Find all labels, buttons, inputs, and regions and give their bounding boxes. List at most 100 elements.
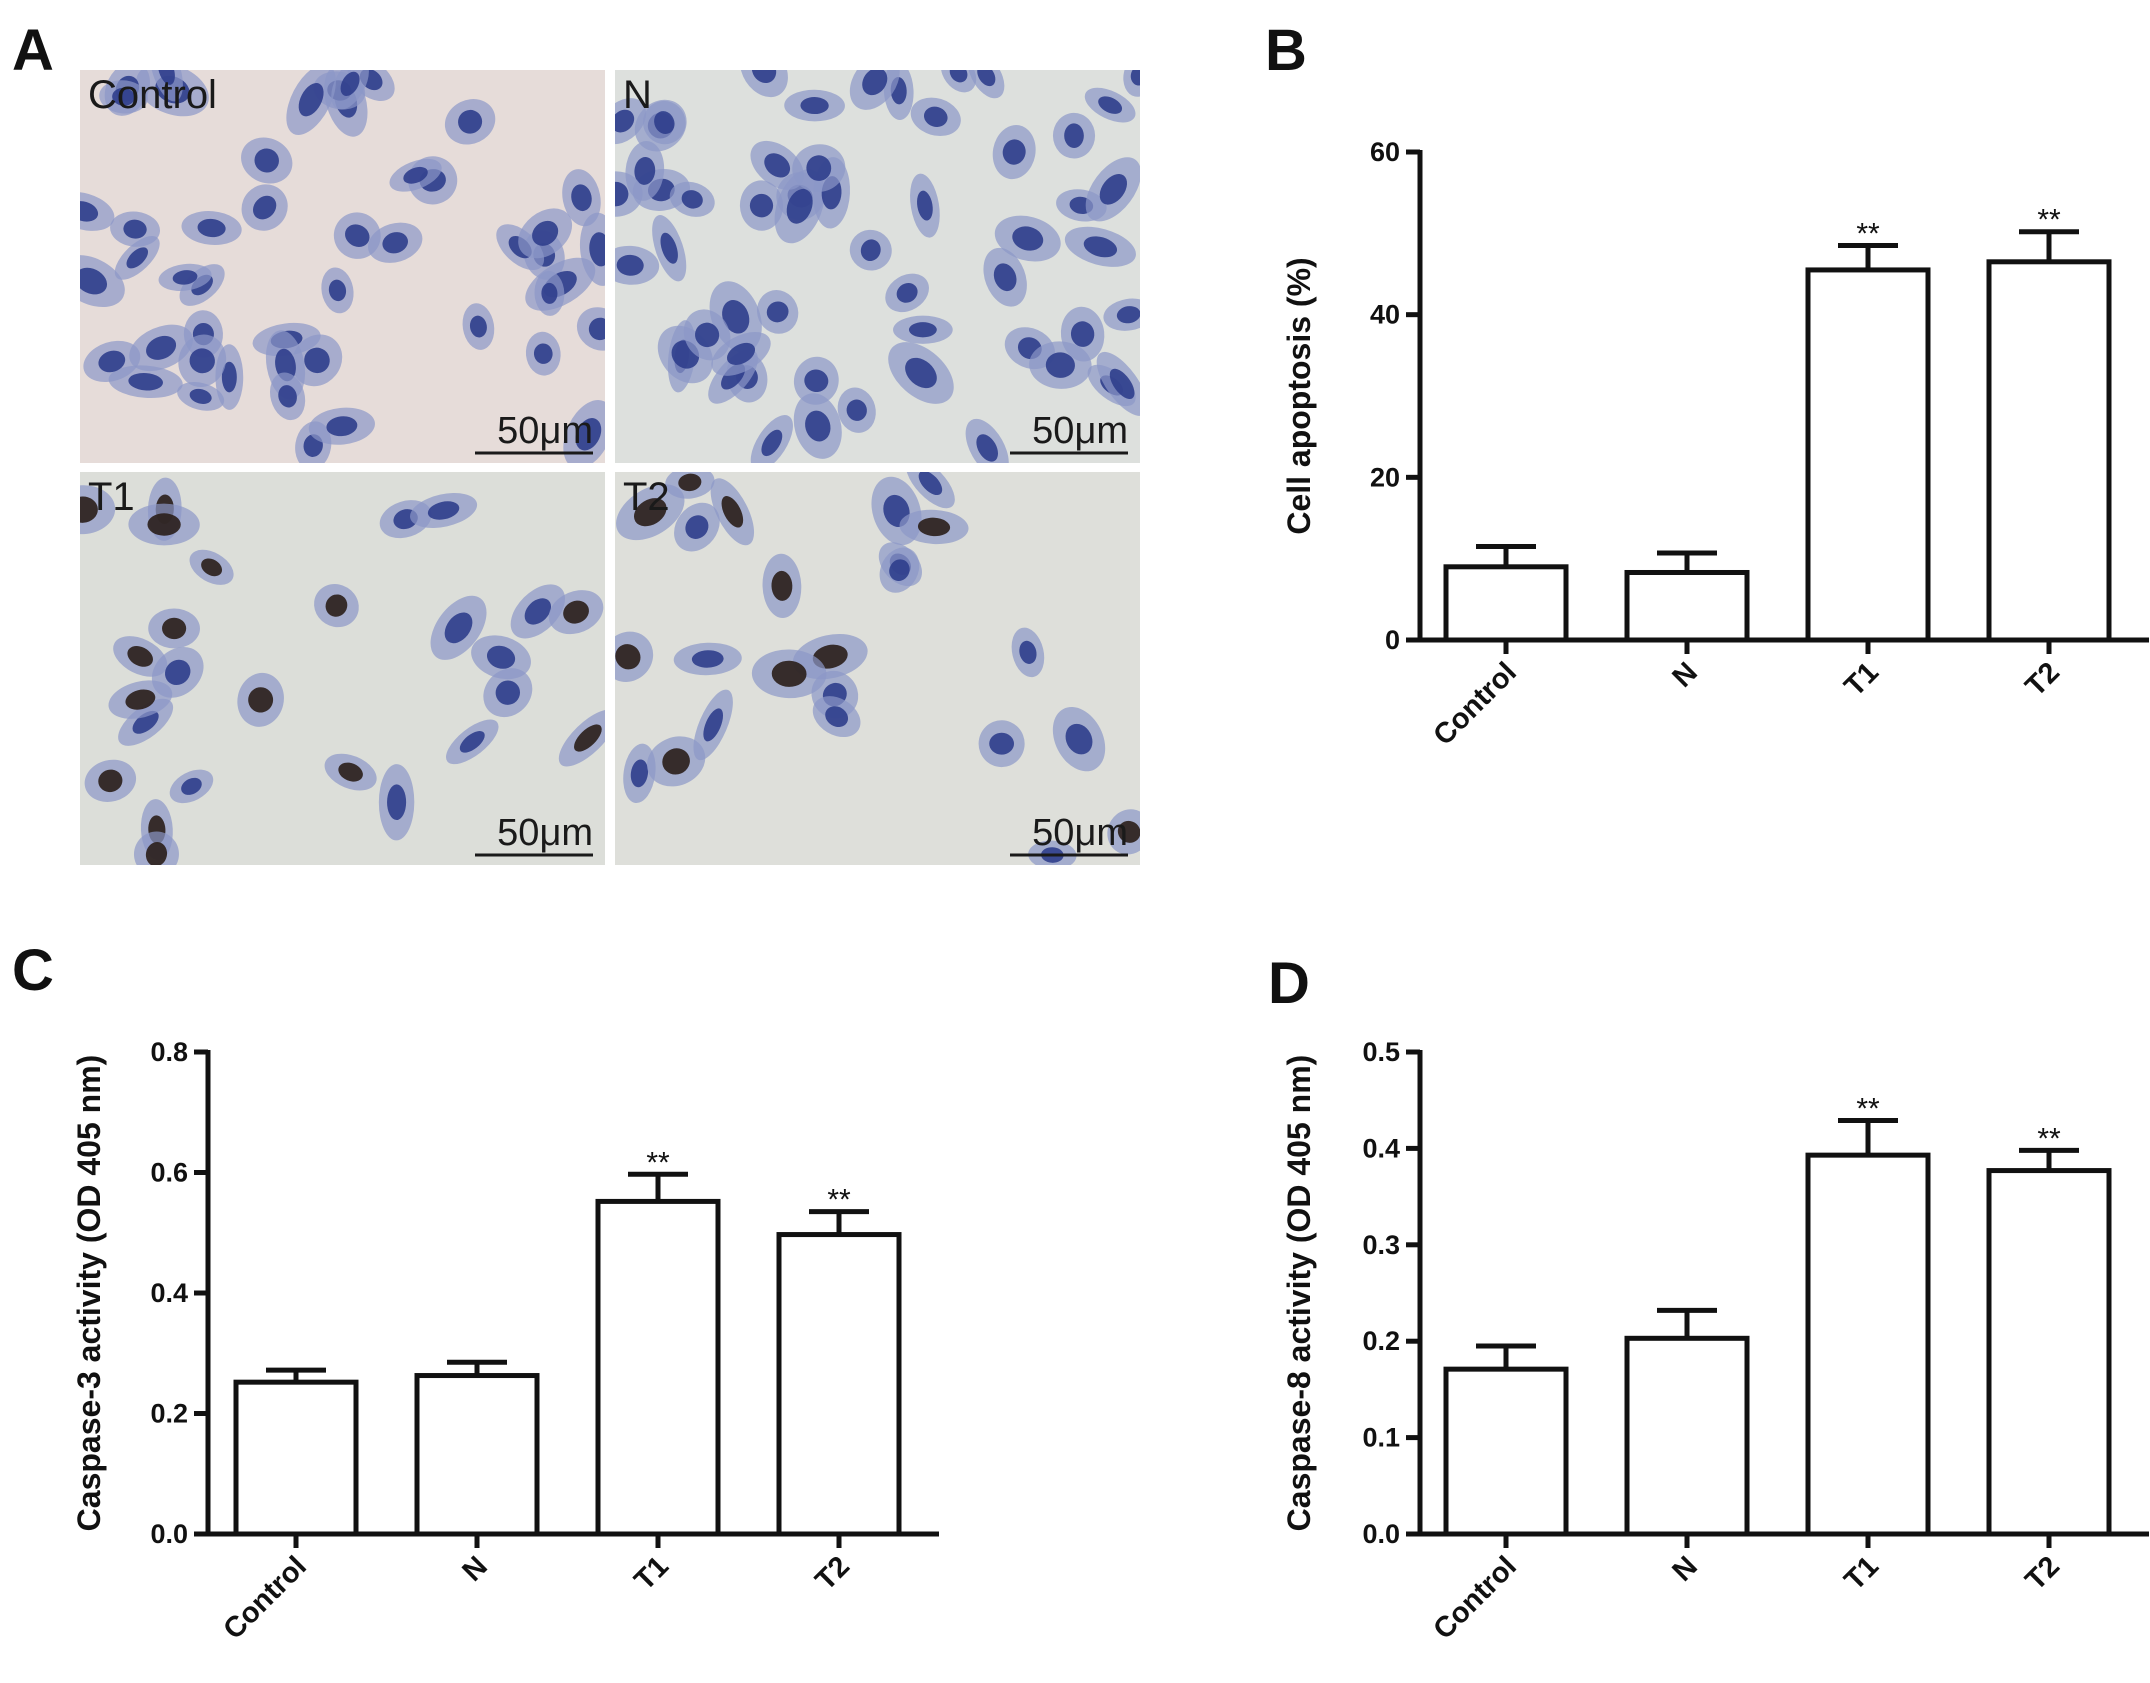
cell-nucleus	[328, 279, 347, 302]
category-label: N	[1667, 656, 1704, 693]
cell-nucleus	[989, 732, 1015, 755]
y-axis-label: Caspase-3 activity (OD 405 nm)	[71, 1055, 107, 1532]
cell-nucleus	[157, 70, 175, 85]
cell-nucleus	[98, 769, 123, 793]
y-tick-label: 0.5	[1362, 1037, 1400, 1067]
cell-nucleus	[771, 660, 807, 687]
cell-nucleus	[662, 748, 690, 775]
micrograph-label: T2	[623, 475, 670, 519]
cell-nucleus	[721, 496, 744, 528]
category-label: T2	[809, 1550, 856, 1597]
cell-nucleus	[806, 155, 832, 181]
scale-bar-label: 50μm	[1032, 410, 1128, 452]
cell-nucleus	[181, 777, 202, 795]
cell-nucleus	[800, 97, 829, 115]
y-tick-label: 0.4	[150, 1278, 188, 1308]
cell-nucleus	[678, 473, 702, 492]
cell-nucleus	[326, 416, 358, 437]
cell-nucleus	[325, 594, 348, 617]
cell-nucleus	[80, 201, 99, 222]
cell-nucleus	[1070, 321, 1095, 347]
y-tick-label: 0	[1385, 625, 1400, 655]
micrograph-t1: T1 50μm	[80, 472, 605, 865]
scale-bar-label: 50μm	[1032, 812, 1128, 854]
cell-nucleus	[1099, 173, 1128, 205]
y-tick-label: 0.6	[150, 1158, 188, 1188]
cell-nucleus	[749, 193, 774, 218]
cell-nucleus	[804, 369, 829, 393]
cell-nucleus	[977, 70, 996, 87]
cell-nucleus	[691, 650, 724, 668]
cell-nucleus	[615, 109, 635, 133]
cell-nucleus	[575, 418, 602, 451]
cell-nucleus	[533, 343, 553, 364]
bar-control	[233, 1379, 359, 1537]
cell-nucleus	[685, 515, 709, 539]
chart-caspase-3: Caspase-3 activity (OD 405 nm) 0.0 0.2 0.4 0…	[71, 1037, 939, 1646]
scale-bar-label: 50μm	[497, 410, 593, 452]
cell-nucleus	[80, 267, 108, 295]
y-tick-label: 20	[1370, 462, 1400, 492]
cell-nucleus	[162, 617, 187, 640]
cell-nucleus	[654, 111, 675, 134]
bar-control	[1443, 1366, 1569, 1537]
cell-nucleus	[132, 710, 159, 734]
category-label: T2	[2019, 1550, 2066, 1597]
cell-nucleus	[633, 498, 667, 527]
cell-nucleus	[345, 224, 370, 247]
cell-nucleus	[98, 350, 126, 373]
cell-nucleus	[615, 644, 641, 670]
cell-nucleus	[923, 106, 948, 127]
panel-letter-b: B	[1265, 18, 1307, 83]
cell-nucleus	[123, 219, 147, 239]
category-label: N	[1667, 1550, 1704, 1587]
cell-nucleus	[338, 762, 363, 782]
y-tick-label: 40	[1370, 300, 1400, 330]
cell-nucleus	[112, 87, 135, 106]
cell-nucleus	[764, 153, 791, 178]
cell-nucleus	[563, 600, 589, 624]
chart-cell-apoptosis: Cell apoptosis (%) 0 20 40 60 Control N T1 ** T2 *…	[1281, 137, 2149, 752]
cell-nucleus	[825, 706, 849, 728]
chart-caspase-8: Caspase-8 activity (OD 405 nm) 0.0 0.1 0.2 0…	[1281, 1037, 2149, 1646]
cell-nucleus	[949, 70, 968, 83]
cell-nucleus	[524, 598, 552, 625]
cell-nucleus	[766, 301, 789, 323]
cell-nucleus	[571, 184, 592, 212]
significance-marker: **	[1856, 218, 1880, 251]
cell-nucleus	[459, 731, 485, 753]
cell-nucleus	[495, 680, 521, 705]
y-tick-label: 0.3	[1362, 1230, 1400, 1260]
bar-t2	[1986, 259, 2112, 643]
micrograph-label: Control	[88, 73, 217, 117]
cell-nucleus	[340, 71, 360, 96]
cell-nucleus	[80, 496, 98, 523]
cell-nucleus	[382, 232, 408, 254]
y-tick-label: 0.1	[1362, 1423, 1400, 1453]
cell-nucleus	[589, 232, 605, 267]
cell-nucleus	[630, 759, 649, 788]
scale-bar-label: 50μm	[497, 812, 593, 854]
micrograph-control: Control 50μm	[80, 70, 605, 463]
micrograph-label: T1	[88, 475, 135, 519]
cell-nucleus	[917, 190, 933, 221]
cell-nucleus	[486, 645, 516, 669]
significance-marker: **	[827, 1184, 851, 1217]
cell-nucleus	[403, 166, 428, 184]
category-label: T1	[1838, 656, 1885, 703]
category-label: T1	[1838, 1550, 1885, 1597]
bar-t1	[1805, 267, 1931, 643]
panel-letter-d: D	[1268, 951, 1310, 1016]
cell-nucleus	[574, 724, 602, 752]
cell-nucleus	[1109, 368, 1135, 400]
cell-nucleus	[1002, 139, 1026, 165]
cell-nucleus	[146, 335, 177, 360]
significance-marker: **	[1856, 1092, 1880, 1125]
cell-nucleus	[726, 342, 756, 365]
micrograph-n: N 50μm	[615, 70, 1140, 463]
cell-nucleus	[532, 220, 559, 246]
cell-nucleus	[164, 659, 191, 685]
cell-nucleus	[172, 270, 198, 285]
cell-nucleus	[126, 247, 149, 269]
cell-nucleus	[860, 239, 881, 262]
